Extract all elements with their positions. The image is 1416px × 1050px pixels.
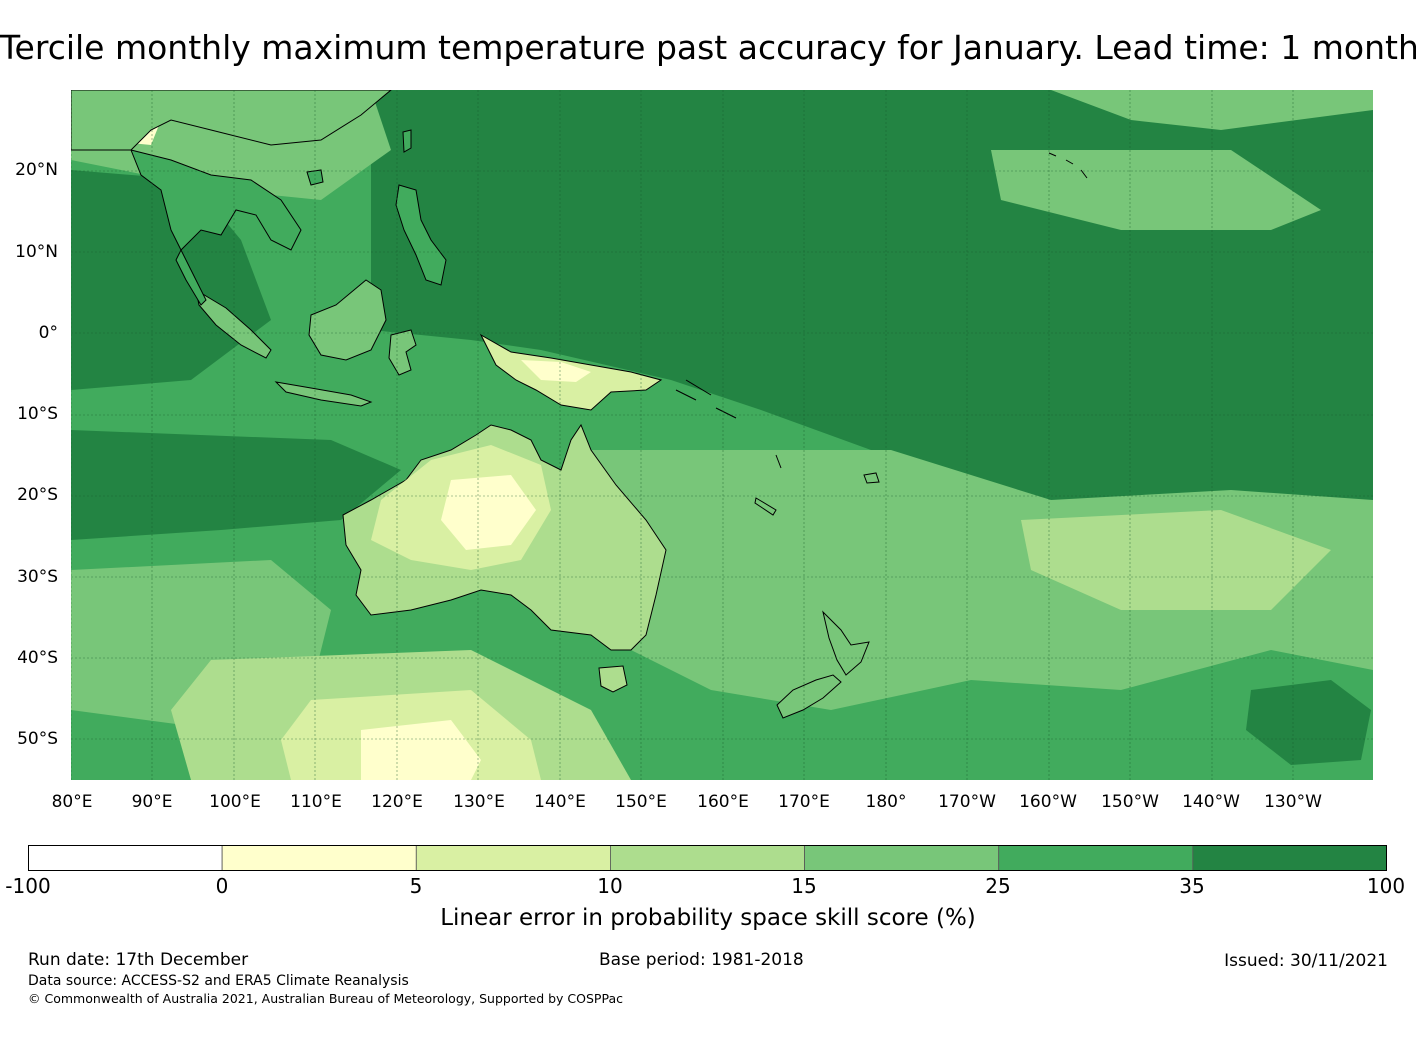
lat-label-50s: 50°S	[17, 729, 58, 749]
lon-label-140w: 140°W	[1182, 792, 1240, 812]
run-date: Run date: 17th December	[28, 950, 249, 970]
colorbar-tick-label: 15	[791, 874, 817, 898]
new-zealand-south	[776, 674, 842, 719]
borneo	[308, 279, 387, 361]
pale-south-band	[1021, 510, 1331, 610]
lat-label-20n: 20°N	[15, 160, 58, 180]
dark-indian-ocean	[71, 430, 401, 540]
copyright: © Commonwealth of Australia 2021, Austra…	[28, 991, 623, 1006]
taiwan	[402, 129, 412, 153]
colorbar-segment-0	[28, 845, 223, 871]
colorbar-tick-label: -100	[5, 874, 51, 898]
colorbar-tick-label: 35	[1179, 874, 1205, 898]
lat-label-10n: 10°N	[15, 242, 58, 262]
solomon-islands	[675, 379, 737, 419]
lon-label-170w: 170°W	[938, 792, 996, 812]
colorbar-segment-6	[1192, 845, 1387, 871]
hawaii	[1048, 152, 1088, 179]
palest-southwest	[361, 720, 481, 780]
colorbar-segment-5	[998, 845, 1194, 871]
vanuatu	[775, 454, 782, 469]
lon-label-150e: 150°E	[615, 792, 667, 812]
tasmania	[598, 665, 628, 693]
colorbar-tick-label: 100	[1366, 874, 1406, 898]
dark-southeast-patch	[1246, 680, 1371, 765]
fiji	[863, 472, 880, 484]
lat-label-20s: 20°S	[17, 485, 58, 505]
lon-label-180: 180°	[865, 792, 907, 812]
colorbar-tick-label: 5	[409, 874, 423, 898]
lat-label-0: 0°	[38, 323, 58, 343]
skill-score-map	[71, 90, 1373, 780]
colorbar-tick-label: 25	[985, 874, 1011, 898]
colorbar-label: Linear error in probability space skill …	[440, 905, 976, 931]
data-source: Data source: ACCESS-S2 and ERA5 Climate …	[28, 973, 409, 989]
lon-label-130e: 130°E	[453, 792, 505, 812]
colorbar-border	[28, 845, 1387, 871]
colorbar	[28, 845, 1387, 871]
philippines	[395, 184, 447, 286]
lon-label-90e: 90°E	[131, 792, 173, 812]
java	[274, 381, 373, 407]
colorbar-segment-4	[804, 845, 1000, 871]
lon-label-140e: 140°E	[534, 792, 586, 812]
sumatra	[195, 288, 272, 359]
lat-label-40s: 40°S	[17, 648, 58, 668]
base-period: Base period: 1981-2018	[599, 950, 804, 970]
lon-label-170e: 170°E	[778, 792, 830, 812]
lon-label-100e: 100°E	[209, 792, 261, 812]
colorbar-tick-label: 10	[597, 874, 623, 898]
graticule	[71, 90, 1373, 780]
lat-label-10s: 10°S	[17, 404, 58, 424]
lon-label-130w: 130°W	[1264, 792, 1322, 812]
lon-label-110e: 110°E	[290, 792, 342, 812]
issued-date: Issued: 30/11/2021	[1224, 951, 1388, 971]
colorbar-segment-2	[415, 845, 611, 871]
lon-label-150w: 150°W	[1101, 792, 1159, 812]
colorbar-segment-1	[221, 845, 417, 871]
malay-peninsula	[175, 248, 207, 306]
lon-label-80e: 80°E	[51, 792, 93, 812]
light-north-pacific-2	[991, 150, 1321, 230]
lon-label-160w: 160°W	[1019, 792, 1077, 812]
hainan	[306, 169, 324, 186]
china-coast	[71, 90, 392, 151]
indochina	[130, 149, 302, 251]
colorbar-segment-3	[610, 845, 805, 871]
lon-label-160e: 160°E	[697, 792, 749, 812]
light-north-pacific	[601, 90, 1373, 130]
new-guinea-yellow	[521, 360, 591, 382]
new-caledonia	[754, 497, 777, 516]
colorbar-tick-label: 0	[215, 874, 229, 898]
new-zealand-north	[822, 610, 870, 676]
australia-interior-yellow	[441, 475, 536, 550]
sulawesi	[388, 329, 417, 376]
chart-title: Tercile monthly maximum temperature past…	[0, 28, 1416, 67]
lat-label-30s: 30°S	[17, 567, 58, 587]
lon-label-120e: 120°E	[371, 792, 423, 812]
